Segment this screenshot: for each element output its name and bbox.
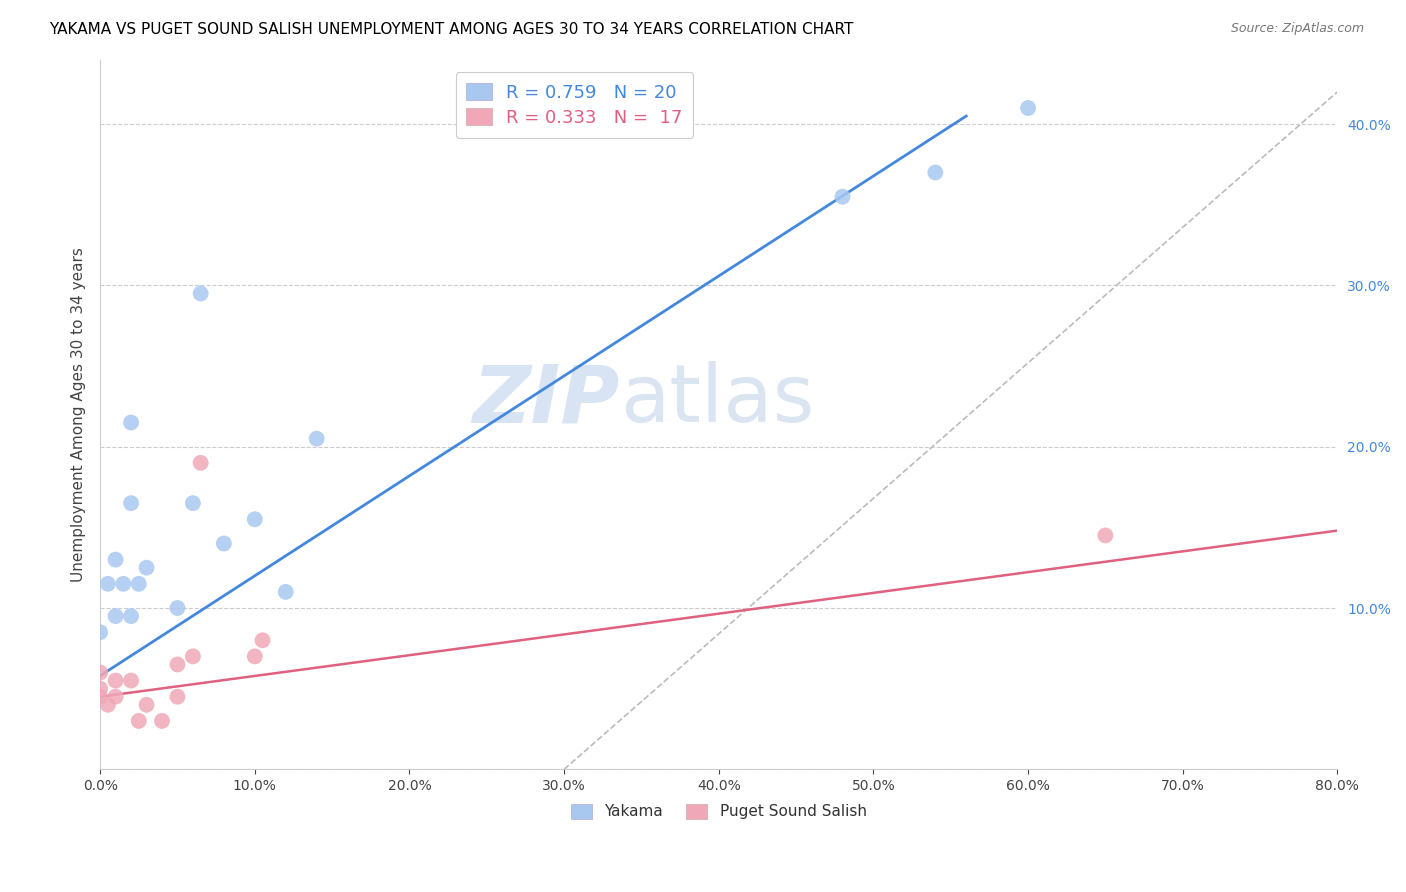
- Point: [924, 165, 946, 179]
- Point: [243, 512, 266, 526]
- Point: [120, 416, 142, 430]
- Point: [128, 714, 150, 728]
- Point: [831, 190, 853, 204]
- Point: [104, 552, 127, 566]
- Point: [150, 714, 173, 728]
- Point: [243, 649, 266, 664]
- Point: [181, 496, 204, 510]
- Point: [104, 609, 127, 624]
- Point: [135, 560, 157, 574]
- Point: [89, 625, 111, 640]
- Point: [89, 681, 111, 696]
- Text: Source: ZipAtlas.com: Source: ZipAtlas.com: [1230, 22, 1364, 36]
- Point: [166, 690, 188, 704]
- Point: [166, 657, 188, 672]
- Point: [181, 649, 204, 664]
- Point: [104, 690, 127, 704]
- Y-axis label: Unemployment Among Ages 30 to 34 years: Unemployment Among Ages 30 to 34 years: [72, 247, 86, 582]
- Point: [112, 576, 135, 591]
- Point: [120, 673, 142, 688]
- Point: [166, 601, 188, 615]
- Text: YAKAMA VS PUGET SOUND SALISH UNEMPLOYMENT AMONG AGES 30 TO 34 YEARS CORRELATION : YAKAMA VS PUGET SOUND SALISH UNEMPLOYMEN…: [49, 22, 853, 37]
- Point: [120, 609, 142, 624]
- Point: [274, 585, 297, 599]
- Point: [305, 432, 328, 446]
- Point: [128, 576, 150, 591]
- Point: [190, 456, 212, 470]
- Point: [97, 698, 120, 712]
- Point: [120, 496, 142, 510]
- Point: [1017, 101, 1039, 115]
- Text: atlas: atlas: [620, 361, 814, 439]
- Point: [212, 536, 235, 550]
- Text: ZIP: ZIP: [472, 361, 620, 439]
- Point: [1094, 528, 1116, 542]
- Point: [190, 286, 212, 301]
- Point: [89, 690, 111, 704]
- Point: [97, 576, 120, 591]
- Point: [89, 665, 111, 680]
- Point: [135, 698, 157, 712]
- Point: [252, 633, 274, 648]
- Point: [104, 673, 127, 688]
- Legend: Yakama, Puget Sound Salish: Yakama, Puget Sound Salish: [565, 797, 873, 825]
